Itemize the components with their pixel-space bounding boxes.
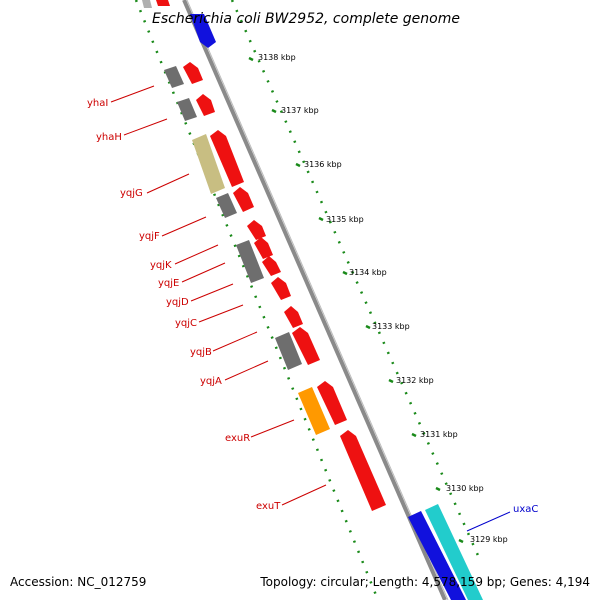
kbp-label: 3130 kbp xyxy=(446,484,484,493)
gene-label-yqjf: yqjF xyxy=(139,231,160,242)
kbp-label: 3132 kbp xyxy=(396,376,434,385)
gene-label-exur: exuR xyxy=(225,433,250,444)
outer-dotted-ring xyxy=(230,0,482,561)
backbone-line-shadow xyxy=(186,0,449,600)
feature-grey-4 xyxy=(236,240,264,283)
kbp-label: 3131 kbp xyxy=(420,430,458,439)
kbp-label: 3129 kbp xyxy=(470,535,508,544)
map-title: Escherichia coli BW2952, complete genome xyxy=(152,11,460,27)
gene-label-uxac: uxaC xyxy=(513,504,538,515)
gene-label-yhah: yhaH xyxy=(96,132,122,143)
feature-red-10 xyxy=(292,327,320,365)
feature-grey-3 xyxy=(216,193,237,218)
feature-red-1 xyxy=(183,62,203,84)
gene-label-leaders xyxy=(110,85,327,506)
feature-grey-1 xyxy=(164,66,184,88)
feature-red-9 xyxy=(284,306,303,328)
feature-red-2 xyxy=(196,94,215,116)
gene-label-yqje: yqjE xyxy=(158,278,179,289)
feature-top-grey xyxy=(142,0,152,8)
gene-label-yhai: yhaI xyxy=(87,98,108,109)
feature-red-4 xyxy=(233,187,254,212)
feature-red-5 xyxy=(247,220,266,240)
kbp-label: 3133 kbp xyxy=(372,322,410,331)
feature-orange xyxy=(298,387,330,435)
kbp-label: 3137 kbp xyxy=(281,106,319,115)
gene-label-leader-uxac xyxy=(466,511,511,532)
gene-label-exut: exuT xyxy=(256,501,281,512)
feature-red-3 xyxy=(210,130,244,187)
gene-label-yqjk: yqjK xyxy=(150,260,172,271)
feature-blue-bottom xyxy=(408,511,466,600)
feature-top-blue xyxy=(190,14,216,48)
backbone-line xyxy=(182,0,447,600)
kbp-labels: 3138 kbp 3137 kbp 3136 kbp 3135 kbp 3134… xyxy=(258,53,508,544)
kbp-label: 3134 kbp xyxy=(349,268,387,277)
feature-grey-2 xyxy=(177,98,197,121)
feature-red-7 xyxy=(262,256,281,276)
kbp-tick-marks xyxy=(248,56,464,544)
inner-dotted-ring xyxy=(134,0,380,600)
feature-red-6 xyxy=(254,237,273,259)
accession-text: Accession: NC_012759 xyxy=(10,575,146,589)
kbp-label: 3136 kbp xyxy=(304,160,342,169)
feature-grey-5 xyxy=(275,332,302,370)
gene-label-yqjg: yqjG xyxy=(120,188,143,199)
feature-cyan-bottom xyxy=(425,504,483,600)
gene-label-yqjd: yqjD xyxy=(166,297,189,308)
feature-tan xyxy=(192,134,225,194)
feature-red-8 xyxy=(271,277,291,300)
feature-top-red xyxy=(156,0,170,6)
genome-info-text: Topology: circular; Length: 4,578,159 bp… xyxy=(259,575,590,589)
gene-label-yqjb: yqjB xyxy=(190,347,212,358)
gene-label-yqjc: yqjC xyxy=(175,318,197,329)
feature-red-12 xyxy=(340,430,386,511)
gene-label-yqja: yqjA xyxy=(200,376,222,387)
feature-red-11 xyxy=(317,381,347,425)
gene-labels: yhaI yhaH yqjG yqjF yqjK yqjE yqjD yqjC … xyxy=(87,98,538,515)
kbp-label: 3138 kbp xyxy=(258,53,296,62)
kbp-label: 3135 kbp xyxy=(326,215,364,224)
